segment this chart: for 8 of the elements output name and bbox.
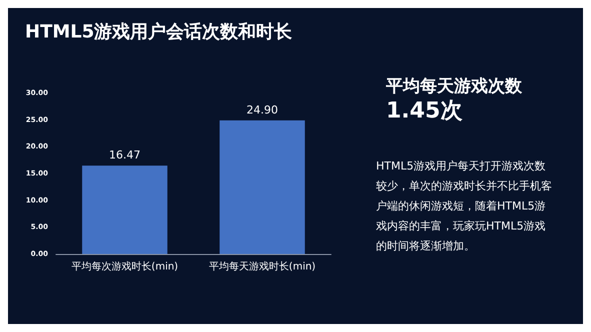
data-label: 24.90 bbox=[246, 103, 278, 116]
x-tick-label: 平均每天游戏时长(min) bbox=[208, 260, 316, 272]
text: 1.45次 bbox=[386, 98, 464, 124]
chart-title: HTML5游戏用户会话次数和时长 bbox=[25, 22, 294, 42]
data-label: 16.47 bbox=[109, 148, 140, 162]
text: 平均每天游戏次数 bbox=[385, 76, 523, 96]
x-tick-label: 平均每次游戏时长(min) bbox=[71, 260, 178, 272]
text: HTML5游戏用户每天打开游戏次数较少，单次的游戏时长并不比手机客户端的休闲游戏短，随着HTML5游戏内容的丰富，玩家玩HTML5游戏的时间将逐渐增加。 bbox=[376, 160, 552, 252]
